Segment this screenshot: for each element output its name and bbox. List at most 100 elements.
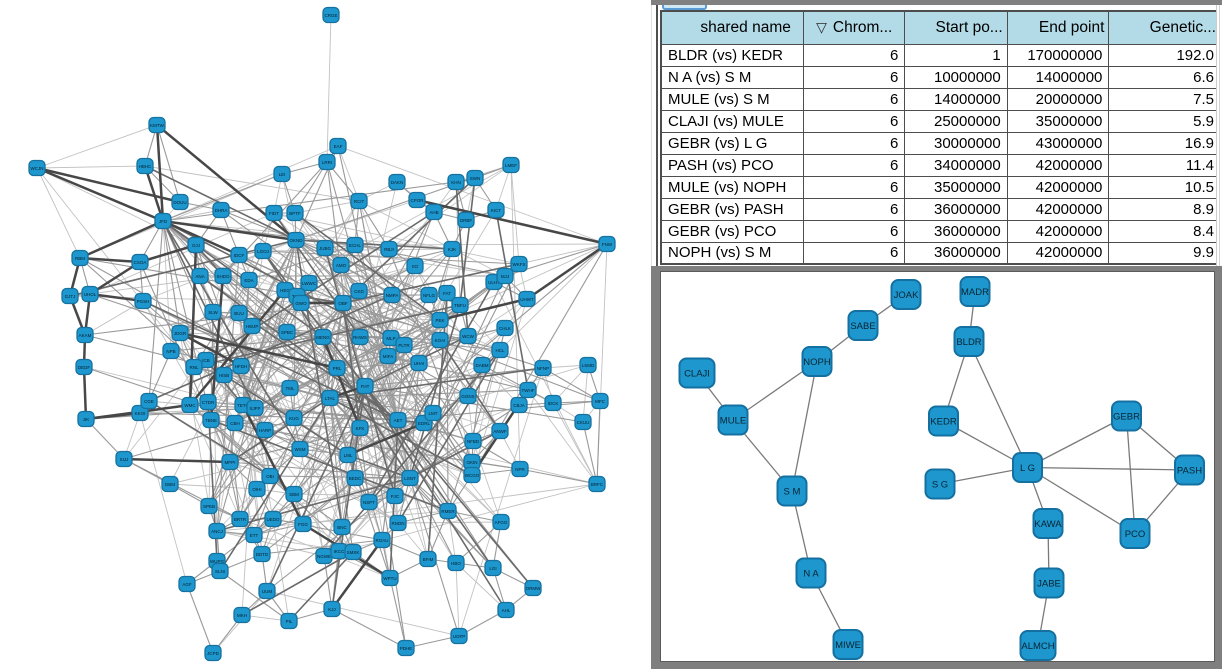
svg-text:HBHC: HBHC bbox=[139, 164, 153, 169]
svg-text:PEK: PEK bbox=[435, 318, 444, 323]
svg-text:GEBR: GEBR bbox=[1113, 411, 1140, 422]
svg-text:MIWE: MIWE bbox=[835, 640, 861, 651]
svg-text:KICT: KICT bbox=[491, 208, 502, 213]
svg-text:NGWE: NGWE bbox=[317, 554, 331, 559]
svg-text:PLTR: PLTR bbox=[398, 343, 410, 348]
svg-text:PRL: PRL bbox=[333, 366, 342, 371]
svg-text:LRRI: LRRI bbox=[322, 160, 332, 165]
svg-text:CLAJI: CLAJI bbox=[684, 368, 710, 379]
svg-text:LML: LML bbox=[344, 453, 353, 458]
svg-text:ULHT: ULHT bbox=[488, 280, 500, 285]
svg-text:SLW: SLW bbox=[208, 310, 218, 315]
svg-text:LSNT: LSNT bbox=[404, 476, 416, 481]
svg-text:JIK: JIK bbox=[83, 417, 90, 422]
svg-text:AET: AET bbox=[394, 418, 403, 423]
svg-text:AHL: AHL bbox=[502, 608, 511, 613]
svg-text:WCJN: WCJN bbox=[31, 166, 44, 171]
svg-text:HWJP: HWJP bbox=[246, 324, 259, 329]
svg-text:JDGR: JDGR bbox=[174, 331, 187, 336]
svg-text:HARP: HARP bbox=[259, 428, 272, 433]
svg-text:FHT: FHT bbox=[361, 384, 370, 389]
svg-text:IDCF: IDCF bbox=[234, 253, 245, 258]
svg-text:AHB: AHB bbox=[429, 210, 438, 215]
svg-text:KMTW: KMTW bbox=[150, 123, 164, 128]
svg-text:UHAI: UHAI bbox=[414, 361, 425, 366]
svg-text:MENG: MENG bbox=[316, 335, 330, 340]
svg-text:RHWS: RHWS bbox=[353, 335, 367, 340]
svg-text:SHDO: SHDO bbox=[216, 274, 230, 279]
svg-text:MPPI: MPPI bbox=[224, 460, 235, 465]
svg-text:WUPG: WUPG bbox=[210, 559, 224, 564]
svg-text:KKOI: KKOI bbox=[135, 411, 146, 416]
svg-text:KAWA: KAWA bbox=[1034, 519, 1062, 530]
svg-text:KUG: KUG bbox=[289, 416, 299, 421]
svg-text:GWO: GWO bbox=[295, 301, 307, 306]
svg-text:UHWT: UHWT bbox=[520, 297, 534, 302]
svg-text:KOAI: KOAI bbox=[435, 338, 446, 343]
svg-text:ANCJ: ANCJ bbox=[211, 529, 223, 534]
svg-text:SABE: SABE bbox=[850, 321, 875, 332]
svg-text:DHRA: DHRA bbox=[215, 208, 228, 213]
svg-text:EDRL: EDRL bbox=[418, 421, 431, 426]
svg-text:LEI: LEI bbox=[279, 172, 286, 177]
svg-text:SPBC: SPBC bbox=[281, 330, 294, 335]
svg-text:UOFP: UOFP bbox=[453, 634, 466, 639]
svg-text:ANA: ANA bbox=[195, 274, 204, 279]
svg-text:AGF: AGF bbox=[182, 582, 192, 587]
svg-text:NSPT: NSPT bbox=[363, 500, 375, 505]
svg-text:CRGE: CRGE bbox=[324, 13, 337, 18]
svg-text:KFK: KFK bbox=[356, 426, 365, 431]
svg-text:KJK: KJK bbox=[448, 247, 456, 252]
svg-text:CBJA: CBJA bbox=[513, 403, 525, 408]
svg-text:PCO: PCO bbox=[1125, 529, 1146, 540]
svg-text:NMPA: NMPA bbox=[386, 293, 399, 298]
svg-text:NFLG: NFLG bbox=[423, 293, 436, 298]
svg-text:KJJ: KJJ bbox=[328, 607, 336, 612]
svg-text:NFNP: NFNP bbox=[537, 366, 549, 371]
svg-text:TML: TML bbox=[286, 386, 295, 391]
svg-text:MLP: MLP bbox=[386, 336, 395, 341]
svg-text:TBFU: TBFU bbox=[454, 303, 466, 308]
svg-text:MULE: MULE bbox=[720, 415, 746, 426]
svg-text:OIHI: OIHI bbox=[252, 487, 261, 492]
svg-text:LMT: LMT bbox=[429, 411, 438, 416]
svg-text:PDHE: PDHE bbox=[400, 646, 413, 651]
svg-text:SIJJ: SIJJ bbox=[120, 457, 129, 462]
svg-text:DABM: DABM bbox=[475, 363, 488, 368]
svg-text:MIFA: MIFA bbox=[383, 354, 394, 359]
svg-text:CKD: CKD bbox=[354, 289, 364, 294]
svg-text:PGSH: PGSH bbox=[137, 299, 150, 304]
svg-text:NFBD: NFBD bbox=[467, 439, 480, 444]
svg-text:RBM: RBM bbox=[75, 256, 85, 261]
svg-text:BEDC: BEDC bbox=[349, 476, 362, 481]
svg-text:OKIN: OKIN bbox=[466, 460, 477, 465]
svg-text:S G: S G bbox=[932, 479, 948, 490]
svg-text:EAF: EAF bbox=[334, 144, 343, 149]
svg-text:NPR: NPR bbox=[515, 467, 525, 472]
svg-text:OJJ: OJJ bbox=[192, 243, 200, 248]
svg-text:EDA: EDA bbox=[244, 278, 253, 283]
svg-text:LGI: LGI bbox=[489, 566, 496, 571]
svg-text:FGG: FGG bbox=[298, 522, 308, 527]
svg-text:RBJI: RBJI bbox=[384, 247, 394, 252]
svg-text:OBF: OBF bbox=[338, 301, 348, 306]
svg-text:ROAU: ROAU bbox=[375, 538, 388, 543]
svg-text:DRBF: DRBF bbox=[460, 218, 473, 223]
svg-text:JFD: JFD bbox=[159, 219, 168, 224]
svg-text:GJTJ: GJTJ bbox=[65, 294, 76, 299]
svg-text:SBM: SBM bbox=[289, 492, 299, 497]
svg-text:IKCC: IKCC bbox=[334, 549, 346, 554]
svg-text:OKND: OKND bbox=[289, 238, 303, 243]
svg-text:LMEF: LMEF bbox=[505, 163, 517, 168]
svg-text:WSM: WSM bbox=[295, 447, 306, 452]
svg-text:HISB: HISB bbox=[219, 373, 230, 378]
svg-text:ANWF: ANWF bbox=[493, 429, 506, 434]
svg-text:WPTU: WPTU bbox=[383, 576, 396, 581]
svg-text:HFDH: HFDH bbox=[235, 364, 248, 369]
svg-text:HBO: HBO bbox=[451, 561, 461, 566]
svg-text:UUM: UUM bbox=[262, 589, 272, 594]
svg-text:WCW: WCW bbox=[462, 334, 474, 339]
svg-text:CGE: CGE bbox=[144, 399, 154, 404]
svg-text:NOPH: NOPH bbox=[803, 357, 831, 368]
svg-text:BRTR: BRTR bbox=[234, 517, 247, 522]
